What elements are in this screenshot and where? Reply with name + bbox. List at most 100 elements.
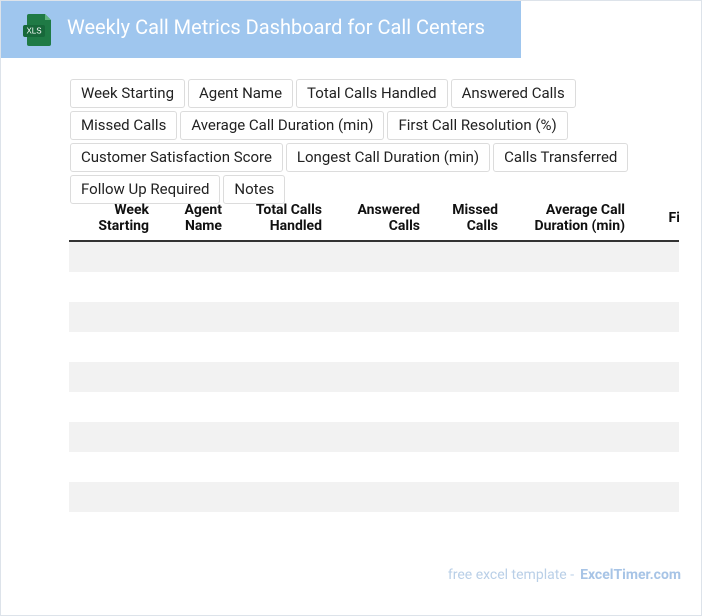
table-cell bbox=[232, 272, 332, 302]
table-row bbox=[69, 512, 679, 542]
field-tag: Total Calls Handled bbox=[296, 79, 448, 108]
table-cell bbox=[159, 512, 232, 542]
table-cell bbox=[232, 482, 332, 512]
table-cell bbox=[430, 392, 508, 422]
field-tag: Customer Satisfaction Score bbox=[70, 143, 283, 172]
table-row bbox=[69, 392, 679, 422]
table-cell bbox=[635, 332, 679, 362]
table-row bbox=[69, 241, 679, 272]
table-cell bbox=[430, 512, 508, 542]
table-cell bbox=[232, 302, 332, 332]
column-header: Average Call Duration (min) bbox=[508, 196, 635, 242]
table-cell bbox=[332, 362, 430, 392]
table-wrap: Week Starting Agent Name Total Calls Handl… bbox=[69, 196, 679, 542]
table-cell bbox=[332, 332, 430, 362]
footer-link[interactable]: ExcelTimer.com bbox=[580, 567, 681, 583]
table-cell bbox=[508, 482, 635, 512]
table-cell bbox=[508, 392, 635, 422]
table-cell bbox=[159, 422, 232, 452]
table-cell bbox=[430, 302, 508, 332]
table-cell bbox=[635, 512, 679, 542]
table-cell bbox=[69, 241, 159, 272]
column-header: Answered Calls bbox=[332, 196, 430, 242]
table-cell bbox=[332, 422, 430, 452]
table-cell bbox=[430, 362, 508, 392]
table-cell bbox=[332, 452, 430, 482]
icon-label: XLS bbox=[26, 27, 41, 36]
table-body bbox=[69, 241, 679, 542]
table-cell bbox=[635, 241, 679, 272]
table-cell bbox=[430, 422, 508, 452]
table-row bbox=[69, 482, 679, 512]
table-cell bbox=[430, 482, 508, 512]
table-cell bbox=[635, 392, 679, 422]
column-header: First Call Resolution (%) bbox=[635, 196, 679, 242]
footer: free excel template - ExcelTimer.com bbox=[448, 567, 681, 583]
column-header: Total Calls Handled bbox=[232, 196, 332, 242]
table-cell bbox=[332, 512, 430, 542]
table-cell bbox=[635, 482, 679, 512]
table-cell bbox=[430, 332, 508, 362]
table-row bbox=[69, 332, 679, 362]
footer-text: free excel template - bbox=[447, 567, 575, 583]
table-cell bbox=[159, 452, 232, 482]
table-cell bbox=[508, 332, 635, 362]
table-cell bbox=[508, 512, 635, 542]
table-cell bbox=[69, 302, 159, 332]
field-tag: Answered Calls bbox=[450, 79, 576, 108]
table-cell bbox=[508, 452, 635, 482]
table-cell bbox=[635, 452, 679, 482]
header-band: XLS Weekly Call Metrics Dashboard for Ca… bbox=[1, 1, 521, 58]
table-cell bbox=[430, 272, 508, 302]
column-header: Agent Name bbox=[159, 196, 232, 242]
table-cell bbox=[508, 422, 635, 452]
table-cell bbox=[635, 272, 679, 302]
table-cell bbox=[159, 241, 232, 272]
field-tag: Average Call Duration (min) bbox=[180, 111, 385, 140]
table-cell bbox=[232, 512, 332, 542]
field-tag: Calls Transferred bbox=[493, 143, 629, 172]
table-cell bbox=[332, 241, 430, 272]
table-row bbox=[69, 452, 679, 482]
table-row bbox=[69, 362, 679, 392]
table-cell bbox=[430, 241, 508, 272]
table-row bbox=[69, 422, 679, 452]
table-cell bbox=[159, 482, 232, 512]
field-tag: Missed Calls bbox=[70, 111, 178, 140]
table-cell bbox=[69, 512, 159, 542]
table-cell bbox=[69, 482, 159, 512]
table-cell bbox=[159, 362, 232, 392]
table-cell bbox=[69, 272, 159, 302]
table-cell bbox=[232, 422, 332, 452]
field-tag: Week Starting bbox=[70, 79, 185, 108]
table-cell bbox=[635, 362, 679, 392]
table-cell bbox=[232, 392, 332, 422]
table-cell bbox=[69, 362, 159, 392]
title: Weekly Call Metrics Dashboard for Call C… bbox=[67, 15, 485, 39]
table: Week Starting Agent Name Total Calls Handl… bbox=[69, 196, 679, 542]
field-tag: First Call Resolution (%) bbox=[387, 111, 568, 140]
field-list: Week Starting Agent Name Total Calls Handl… bbox=[70, 79, 686, 204]
table-cell bbox=[69, 422, 159, 452]
table-cell bbox=[332, 482, 430, 512]
table-cell bbox=[159, 332, 232, 362]
table-cell bbox=[635, 422, 679, 452]
field-tag: Agent Name bbox=[188, 79, 294, 108]
table-cell bbox=[332, 302, 430, 332]
table-cell bbox=[332, 392, 430, 422]
column-header: Week Starting bbox=[69, 196, 159, 242]
table-cell bbox=[508, 241, 635, 272]
table-cell bbox=[159, 392, 232, 422]
table-cell bbox=[159, 272, 232, 302]
table-cell bbox=[508, 302, 635, 332]
table-cell bbox=[232, 452, 332, 482]
table-cell bbox=[232, 332, 332, 362]
table-cell bbox=[69, 392, 159, 422]
table-cell bbox=[69, 452, 159, 482]
table-cell bbox=[508, 362, 635, 392]
table-cell bbox=[635, 302, 679, 332]
header-row: Week Starting Agent Name Total Calls Handl… bbox=[69, 196, 679, 242]
table-row bbox=[69, 272, 679, 302]
table-cell bbox=[232, 241, 332, 272]
